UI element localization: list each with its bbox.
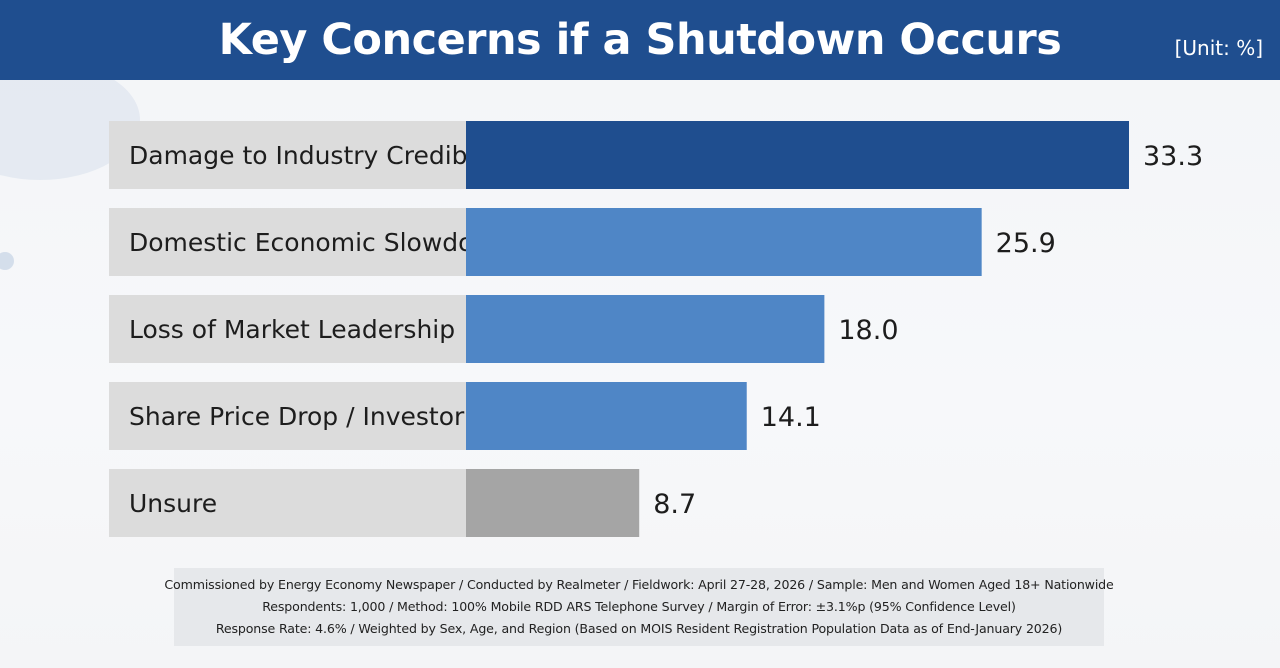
footnote-line-1: Commissioned by Energy Economy Newspaper… (164, 577, 1114, 592)
data-label: 33.3 (1143, 141, 1203, 172)
header-banner: Key Concerns if a Shutdown Occurs [Unit:… (0, 0, 1280, 80)
category-label: Loss of Market Leadership (129, 315, 455, 344)
bar (466, 208, 982, 276)
background-dot (0, 252, 14, 270)
survey-footnote: Commissioned by Energy Economy Newspaper… (164, 568, 1114, 646)
footnote-line-3: Response Rate: 4.6% / Weighted by Sex, A… (215, 621, 1063, 636)
category-label-background (109, 295, 466, 363)
category-label: Unsure (129, 489, 217, 518)
category-label: Damage to Industry Credibility (129, 141, 513, 170)
footnote-line-2: Respondents: 1,000 / Method: 100% Mobile… (262, 599, 1016, 614)
page-title: Key Concerns if a Shutdown Occurs (218, 15, 1062, 65)
category-label: Domestic Economic Slowdown (129, 228, 510, 257)
bar (466, 295, 825, 363)
category-label-background (109, 208, 466, 276)
category-label-background (109, 382, 466, 450)
bar (466, 382, 747, 450)
unit-label: [Unit: %] (1174, 36, 1263, 60)
bar (466, 121, 1129, 189)
category-label-background (109, 121, 466, 189)
bar (466, 469, 640, 537)
data-label: 14.1 (761, 402, 821, 433)
data-label: 18.0 (838, 315, 898, 346)
category-label-background (109, 469, 466, 537)
data-label: 8.7 (653, 489, 696, 520)
data-label: 25.9 (996, 228, 1056, 259)
